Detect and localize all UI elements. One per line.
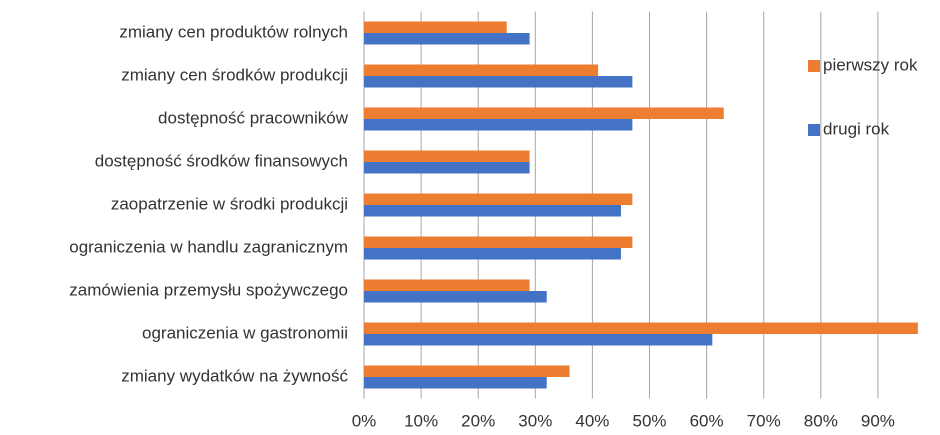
x-tick-label: 20% <box>461 411 495 430</box>
bar <box>364 291 547 303</box>
x-tick-label: 80% <box>804 411 838 430</box>
x-tick-label: 90% <box>861 411 895 430</box>
bar <box>364 107 724 119</box>
y-tick-label: zmiany wydatków na żywność <box>121 366 348 385</box>
y-tick-label: zamówienia przemysłu spożywczego <box>69 280 348 299</box>
legend-swatch <box>808 60 820 72</box>
x-tick-label: 40% <box>575 411 609 430</box>
x-tick-label: 70% <box>747 411 781 430</box>
x-tick-label: 0% <box>352 411 377 430</box>
bar <box>364 322 918 334</box>
bar <box>364 377 547 389</box>
bar <box>364 205 621 217</box>
bar <box>364 334 713 346</box>
x-tick-label: 60% <box>690 411 724 430</box>
bar <box>364 248 621 260</box>
bar <box>364 236 633 248</box>
x-tick-label: 30% <box>518 411 552 430</box>
bar <box>364 21 507 33</box>
bar <box>364 193 633 205</box>
bar <box>364 33 530 45</box>
bar <box>364 76 633 88</box>
legend-label: pierwszy rok <box>823 55 918 74</box>
x-tick-label: 10% <box>404 411 438 430</box>
y-tick-label: dostępność środków finansowych <box>95 151 348 170</box>
bar <box>364 279 530 291</box>
y-tick-label: zaopatrzenie w środki produkcji <box>111 194 348 213</box>
bar <box>364 64 599 76</box>
bar <box>364 365 570 377</box>
legend-swatch <box>808 124 820 136</box>
y-tick-label: zmiany cen środków produkcji <box>121 65 348 84</box>
bar <box>364 119 633 131</box>
x-tick-label: 50% <box>632 411 666 430</box>
legend-label: drugi rok <box>823 119 890 138</box>
bar <box>364 162 530 174</box>
y-tick-label: ograniczenia w handlu zagranicznym <box>69 237 348 256</box>
y-tick-label: zmiany cen produktów rolnych <box>119 22 348 41</box>
bar <box>364 150 530 162</box>
y-tick-label: ograniczenia w gastronomii <box>142 323 348 342</box>
y-tick-label: dostępność pracowników <box>158 108 349 127</box>
